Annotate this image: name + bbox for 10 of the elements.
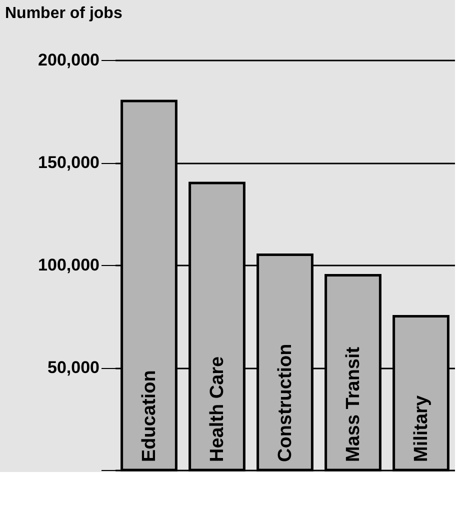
x-tick-label: Education: [139, 370, 160, 462]
x-tick-label: Construction: [275, 344, 296, 462]
x-tick-label: Mass Transit: [343, 346, 364, 462]
chart-title: Number of jobs: [5, 5, 122, 22]
y-tick-label: 200,000: [38, 50, 100, 70]
y-tick-label: 50,000: [48, 358, 100, 377]
y-tick-label: 150,000: [38, 153, 100, 172]
y-tick-label: 100,000: [38, 256, 100, 274]
x-tick-label: Health Care: [207, 356, 228, 462]
x-tick-label: Military: [411, 395, 432, 462]
